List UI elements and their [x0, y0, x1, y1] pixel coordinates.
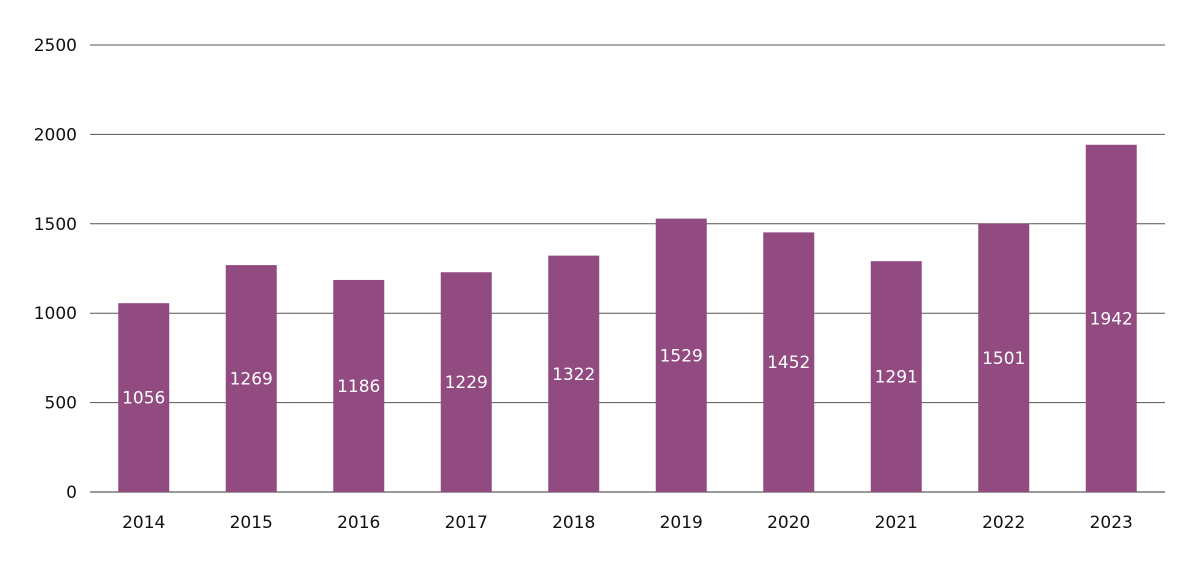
- data-label: 1291: [875, 368, 918, 388]
- data-label: 1529: [660, 346, 703, 366]
- y-tick-label: 0: [66, 483, 77, 503]
- y-tick-label: 500: [45, 394, 77, 414]
- bar-2021: [870, 261, 922, 492]
- bar-2017: [440, 272, 492, 492]
- bar-2015: [225, 265, 277, 492]
- bar-2022: [978, 223, 1030, 492]
- y-tick-label: 2000: [34, 125, 77, 145]
- x-tick-label: 2016: [337, 513, 380, 533]
- x-tick-label: 2022: [982, 513, 1025, 533]
- bar-2019: [655, 218, 707, 492]
- data-label: 1186: [337, 377, 380, 397]
- y-tick-label: 1000: [34, 304, 77, 324]
- bar-2020: [763, 232, 815, 493]
- bar-2016: [333, 279, 385, 492]
- x-tick-label: 2014: [122, 513, 165, 533]
- x-tick-label: 2015: [230, 513, 273, 533]
- x-tick-label: 2018: [552, 513, 595, 533]
- y-tick-label: 1500: [34, 215, 77, 235]
- data-label: 1942: [1090, 309, 1133, 329]
- y-tick-label: 2500: [34, 36, 77, 56]
- x-tick-label: 2019: [660, 513, 703, 533]
- data-label: 1269: [230, 370, 273, 390]
- data-label: 1056: [122, 389, 165, 409]
- x-tick-label: 2023: [1090, 513, 1133, 533]
- data-label: 1229: [445, 373, 488, 393]
- x-tick-label: 2017: [445, 513, 488, 533]
- bar-2023: [1085, 144, 1137, 493]
- data-label: 1501: [982, 349, 1025, 369]
- data-label: 1452: [767, 353, 810, 373]
- data-label: 1322: [552, 365, 595, 385]
- bar-2014: [118, 303, 170, 492]
- bar-2018: [548, 255, 600, 492]
- x-tick-label: 2021: [875, 513, 918, 533]
- x-tick-label: 2020: [767, 513, 810, 533]
